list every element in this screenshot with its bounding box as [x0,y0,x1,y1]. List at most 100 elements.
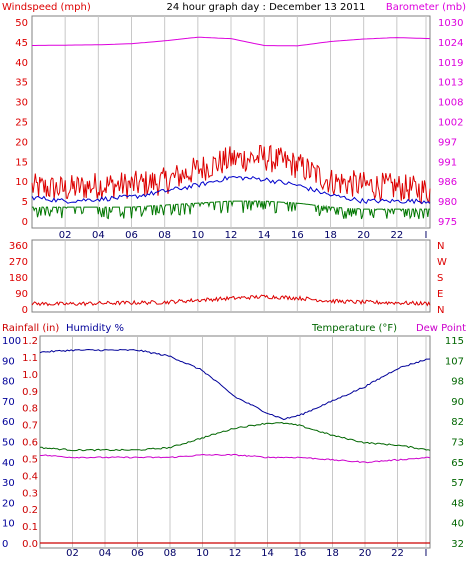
x-tick-label: 16 [294,548,307,559]
x-tick-label: 20 [359,548,372,559]
barometer-axis-tick: 1019 [438,58,463,69]
graph-title: 24 hour graph day : December 13 2011 [167,2,366,13]
rain-axis-tick: 0.0 [22,539,38,550]
temperature-axis-tick: 82 [451,417,464,428]
rain-axis-tick: 0.8 [22,404,38,415]
temperature-axis-tick: 90 [451,397,464,408]
barometer-axis-tick: 997 [438,137,457,148]
temperature-axis-tick: 107 [445,356,464,367]
temperature-axis-tick: 115 [445,336,464,347]
temperature-axis-tick: 73 [451,438,464,449]
compass-letter: S [437,273,443,284]
barometer-axis-tick: 991 [438,157,457,168]
x-tick-label: I [425,548,428,559]
dewpoint-line [40,453,431,464]
barometer-axis-tick: 975 [438,217,457,228]
rain-axis-tick: 0.7 [22,421,38,432]
x-tick-label: 08 [164,548,177,559]
wind-axis-tick: 5 [22,197,28,208]
temperature-axis-tick: 57 [451,478,464,489]
x-tick-label: 06 [131,548,144,559]
x-tick-label: 08 [158,230,171,241]
humidity-axis-tick: 80 [2,377,15,388]
humidity-axis-tick: 10 [2,519,15,530]
x-tick-label: 04 [92,230,105,241]
rain-axis-tick: 1.2 [22,336,38,347]
humidity-axis-tick: 40 [2,458,15,469]
rainfall-label: Rainfall (in) [2,323,59,334]
wind-axis-tick: 20 [15,137,28,148]
wind-axis-tick: 0 [22,217,28,228]
rain-axis-tick: 0.5 [22,454,38,465]
wind-axis-tick: 40 [15,58,28,69]
humidity-axis-tick: 70 [2,397,15,408]
rain-axis-tick: 0.2 [22,505,38,516]
humidity-axis-tick: 30 [2,478,15,489]
temperature-axis-tick: 48 [451,498,464,509]
rain-axis-tick: 0.9 [22,387,38,398]
windspeed-header-label: Windspeed (mph) [2,2,91,13]
humidity-axis-tick: 50 [2,438,15,449]
x-tick-label: 20 [357,230,370,241]
wind-axis-tick: 50 [15,18,28,29]
rain-axis-tick: 0.3 [22,488,38,499]
x-tick-label: 10 [191,230,204,241]
temperature-axis-tick: 32 [451,539,464,550]
barometer-axis-tick: 1008 [438,98,463,109]
temperature-axis-tick: 40 [451,519,464,530]
humidity-axis-tick: 0 [2,539,8,550]
wind-gust-line [31,144,431,205]
x-tick-label: 16 [291,230,304,241]
rain-axis-tick: 0.1 [22,522,38,533]
x-tick-label: 14 [258,230,271,241]
barometer-axis-tick: 980 [438,197,457,208]
x-tick-label: 22 [391,548,404,559]
humidity-line [39,348,431,421]
x-tick-label: 10 [196,548,209,559]
wind-axis-tick: 25 [15,118,28,129]
x-tick-label: I [425,230,428,241]
barometer-axis-tick: 1024 [438,38,463,49]
direction-axis-tick: 0 [22,305,28,316]
dewpoint-label: Dew Point [416,323,466,334]
x-tick-label: 02 [66,548,79,559]
barometer-axis-tick: 986 [438,177,457,188]
x-tick-label: 18 [324,230,337,241]
wind-axis-tick: 15 [15,157,28,168]
humidity-axis-tick: 90 [2,356,15,367]
x-tick-label: 02 [59,230,72,241]
x-tick-label: 12 [225,230,238,241]
direction-axis-tick: 360 [9,241,28,252]
x-tick-label: 12 [229,548,242,559]
wind-axis-tick: 35 [15,78,28,89]
compass-letter: N [437,241,444,252]
humidity-axis-tick: 60 [2,417,15,428]
barometer-axis-tick: 1013 [438,78,463,89]
temperature-label: Temperature (°F) [311,323,397,334]
direction-axis-tick: 180 [9,273,28,284]
temperature-axis-tick: 98 [451,377,464,388]
temperature-line [40,421,431,452]
barometer-line [32,36,431,47]
wind-axis-tick: 45 [15,38,28,49]
wind-axis-tick: 30 [15,98,28,109]
rain-axis-tick: 0.4 [22,471,38,482]
rain-axis-tick: 1.1 [22,353,38,364]
x-tick-label: 18 [326,548,339,559]
direction-axis-tick: 270 [9,257,28,268]
barometer-axis-tick: 1002 [438,118,463,129]
x-tick-label: 22 [390,230,403,241]
wind-direction-line [31,294,431,307]
rain-axis-tick: 1.0 [22,370,38,381]
barometer-axis-tick: 1030 [438,18,463,29]
wind-low-line [32,200,430,220]
compass-letter: N [437,305,444,316]
x-tick-label: 04 [99,548,112,559]
humidity-axis-tick: 100 [2,336,21,347]
wind-axis-tick: 10 [15,177,28,188]
temperature-axis-tick: 65 [451,458,464,469]
wind-average-line [31,175,431,205]
compass-letter: W [437,257,447,268]
